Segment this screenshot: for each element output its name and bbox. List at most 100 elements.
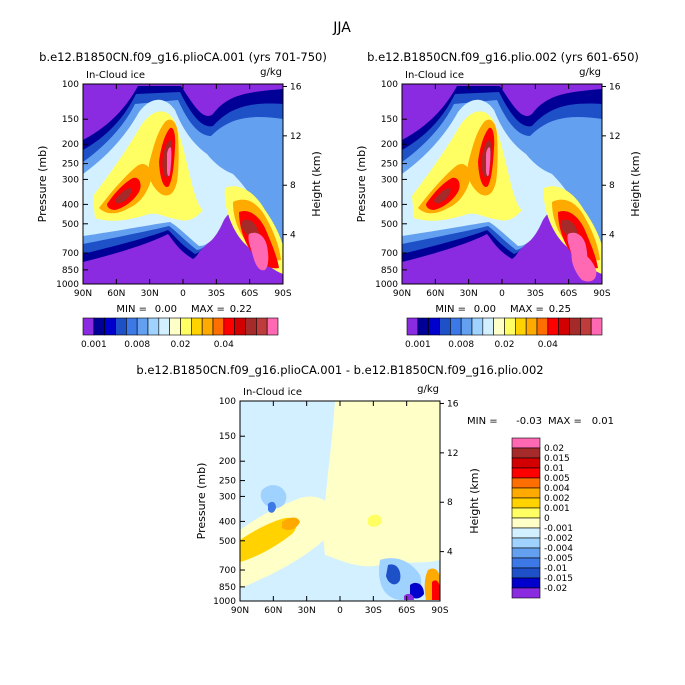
panel-b-units: g/kg <box>579 67 601 78</box>
colorbar-swatch <box>136 317 149 336</box>
xtick-label: 30N <box>298 606 316 616</box>
colorbar-swatch <box>417 317 429 336</box>
panel-b-min-value: 0.00 <box>474 304 496 315</box>
xtick-label: 0 <box>499 289 505 299</box>
panel-c-title: b.e12.B1850CN.f09_g16.plioCA.001 - b.e12… <box>136 363 543 377</box>
panel-c-ylabel: Pressure (mb) <box>195 463 208 540</box>
y2tick-label: 12 <box>609 132 620 142</box>
colorbar-swatch <box>126 317 138 336</box>
colorbar-swatch <box>169 317 181 336</box>
ytick-label: 1000 <box>375 280 398 290</box>
colorbar-label: 0.008 <box>448 340 474 350</box>
colorbar-label: 0.01 <box>544 464 564 474</box>
ytick-label: 700 <box>219 566 236 576</box>
panel-b-max-label: MAX = <box>510 304 544 315</box>
colorbar-swatch <box>460 317 473 336</box>
colorbar-label: -0.02 <box>544 584 567 594</box>
colorbar-swatch <box>493 317 505 336</box>
ytick-label: 150 <box>381 115 398 125</box>
colorbar-label: -0.001 <box>544 524 573 534</box>
panel-b-colorbar: 0.001 0.008 0.02 0.04 <box>405 317 603 350</box>
colorbar-swatch <box>104 317 116 336</box>
colorbar-swatch <box>547 317 559 336</box>
colorbar-swatch <box>406 317 419 336</box>
ytick-label: 500 <box>219 537 236 547</box>
colorbar-swatch <box>580 317 592 336</box>
colorbar-swatch <box>471 317 484 336</box>
colorbar-label: 0.02 <box>170 340 190 350</box>
colorbar-label: 0.004 <box>544 484 570 494</box>
ytick-label: 100 <box>62 80 79 90</box>
colorbar-swatch <box>511 547 541 559</box>
ytick-label: 700 <box>381 249 398 259</box>
panel-c-y2label: Height (km) <box>468 468 481 534</box>
y2tick-label: 12 <box>447 449 458 459</box>
colorbar-swatch <box>511 517 541 529</box>
ytick-label: 500 <box>381 220 398 230</box>
colorbar-swatch <box>511 567 541 579</box>
colorbar-swatch <box>439 317 451 336</box>
panel-a-ylabel: Pressure (mb) <box>36 146 49 223</box>
xtick-label: 30N <box>141 289 159 299</box>
xtick-label: 30S <box>365 606 382 616</box>
colorbar-swatch <box>234 317 246 336</box>
panel-b-min-label: MIN = <box>435 304 466 315</box>
ytick-label: 100 <box>219 397 236 407</box>
panel-a-y2label: Height (km) <box>310 151 323 217</box>
colorbar-label: 0.001 <box>544 504 570 514</box>
ytick-label: 150 <box>219 432 236 442</box>
panel-c-min-label: MIN = <box>467 416 498 427</box>
xtick-label: 90N <box>74 289 92 299</box>
xtick-label: 90S <box>431 606 448 616</box>
colorbar-swatch <box>511 487 541 499</box>
panel-a-axes: 90N 60N 30N 0 30S 60S 90S 100 150 200 250 300 400 500… <box>56 80 302 299</box>
panel-b-axes: 90N 60N 30N 0 30S 60S 90S 100 150 200 250 300 400 500… <box>375 80 621 299</box>
colorbar-swatch <box>511 577 541 589</box>
ytick-label: 400 <box>381 200 398 210</box>
panel-b: b.e12.B1850CN.f09_g16.plio.002 (yrs 601-… <box>355 50 642 350</box>
xtick-label: 0 <box>180 289 186 299</box>
y2tick-label: 8 <box>290 181 296 191</box>
ytick-label: 400 <box>219 517 236 527</box>
colorbar-swatch <box>82 317 95 336</box>
colorbar-swatch <box>511 507 541 519</box>
ytick-label: 300 <box>219 492 236 502</box>
panel-c: b.e12.B1850CN.f09_g16.plioCA.001 - b.e12… <box>136 363 614 616</box>
colorbar-swatch <box>504 317 516 336</box>
panel-c-field-label: In-Cloud ice <box>243 387 302 398</box>
ytick-label: 250 <box>381 160 398 170</box>
colorbar-swatch <box>158 317 170 336</box>
colorbar-label: 0.02 <box>544 444 564 454</box>
xtick-label: 90S <box>274 289 291 299</box>
y2tick-label: 16 <box>609 82 621 92</box>
ytick-label: 200 <box>62 140 79 150</box>
y2tick-label: 16 <box>447 399 459 409</box>
ytick-label: 250 <box>62 160 79 170</box>
colorbar-label: -0.01 <box>544 564 567 574</box>
colorbar-swatch <box>515 317 527 336</box>
colorbar-label: -0.015 <box>544 574 573 584</box>
colorbar-label: 0.04 <box>214 340 234 350</box>
ytick-label: 850 <box>62 266 79 276</box>
xtick-label: 60N <box>264 606 282 616</box>
colorbar-label: -0.004 <box>544 544 573 554</box>
colorbar-swatch <box>266 317 279 336</box>
panel-a-colorbar: 0.001 0.008 0.02 0.04 <box>81 317 279 350</box>
colorbar-swatch <box>191 317 203 336</box>
panel-a-title: b.e12.B1850CN.f09_g16.plioCA.001 (yrs 70… <box>39 50 327 64</box>
panel-b-max-value: 0.25 <box>549 304 571 315</box>
colorbar-swatch <box>536 317 549 336</box>
xtick-label: 30S <box>527 289 544 299</box>
panel-c-contour-field <box>240 401 440 601</box>
colorbar-swatch <box>256 317 268 336</box>
colorbar-label: 0.001 <box>405 340 431 350</box>
ytick-label: 400 <box>62 200 79 210</box>
panel-a-contour-field <box>83 84 283 284</box>
xtick-label: 30N <box>460 289 478 299</box>
colorbar-swatch <box>511 477 541 489</box>
colorbar-swatch <box>511 447 541 459</box>
xtick-label: 90N <box>393 289 411 299</box>
colorbar-swatch <box>115 317 127 336</box>
xtick-label: 90S <box>593 289 610 299</box>
panel-b-ylabel: Pressure (mb) <box>355 146 368 223</box>
